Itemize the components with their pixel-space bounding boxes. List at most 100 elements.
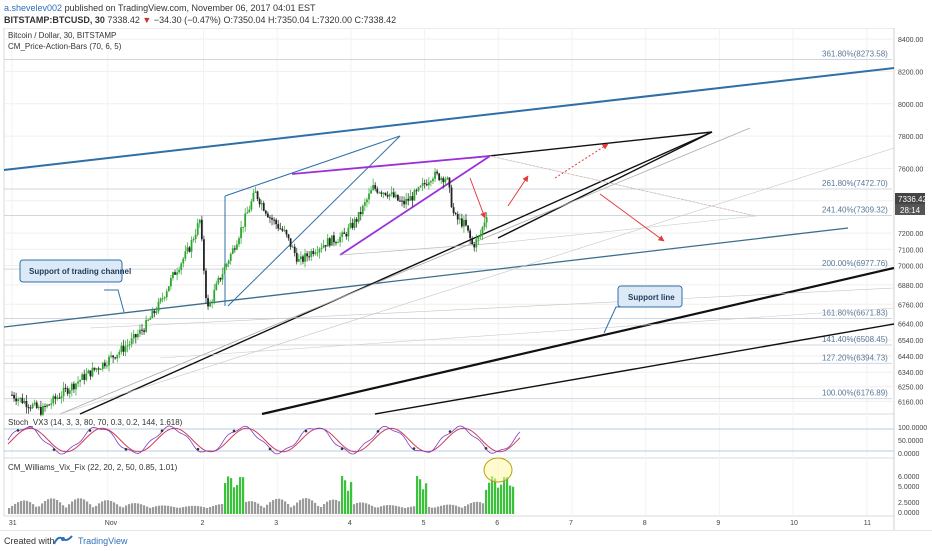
author-link[interactable]: a.shevelev002 xyxy=(4,3,63,13)
candle-body xyxy=(198,219,201,224)
wvf-bar xyxy=(407,507,410,514)
price-chart-svg[interactable]: 361.80%(8273.58) 261.80%(7472.70) 241.40%(… xyxy=(0,28,932,530)
candle-body xyxy=(415,190,418,192)
wvf-bar xyxy=(491,476,494,514)
candle-body xyxy=(114,357,117,359)
wvf-bar xyxy=(185,506,188,514)
candle-body xyxy=(190,240,193,252)
price-tick-label: 6160.00 xyxy=(898,399,923,406)
candle-body xyxy=(238,238,240,245)
candle-body xyxy=(297,259,300,262)
candle-body xyxy=(295,252,298,262)
wvf-bar xyxy=(218,504,221,514)
wvf-bar xyxy=(251,501,254,514)
candle-body xyxy=(293,246,296,253)
wvf-bar xyxy=(386,505,389,514)
wvf-bar xyxy=(32,504,35,514)
wvf-bar xyxy=(119,506,122,514)
wvf-label: CM_Williams_Vix_Fix (22, 20, 2, 50, 0.85… xyxy=(8,463,178,472)
wvf-bar xyxy=(113,502,116,514)
wvf-bar xyxy=(50,498,53,514)
wvf-bar xyxy=(221,504,224,514)
candle-body xyxy=(266,213,269,218)
time-tick-label: 5 xyxy=(422,520,426,527)
stoch-k-line xyxy=(7,425,521,455)
candle-body xyxy=(432,178,434,182)
grey-fan-line xyxy=(59,127,751,415)
candle-body xyxy=(213,290,216,302)
candle-body xyxy=(44,405,46,407)
candle-body xyxy=(153,310,156,314)
candle-body xyxy=(167,286,170,292)
candle-body xyxy=(23,401,26,404)
candle-body xyxy=(421,182,424,186)
candle-body xyxy=(118,351,121,355)
candle-body xyxy=(101,362,104,370)
wvf-bar xyxy=(239,477,242,514)
wvf-bar xyxy=(389,505,392,514)
price-tick-label: 7100.00 xyxy=(898,247,923,254)
grey-fan-line xyxy=(89,287,895,329)
wvf-bar xyxy=(413,506,416,514)
wvf-bar xyxy=(329,500,332,514)
wvf-bar xyxy=(503,476,506,514)
fib-label: 141.40%(6508.45) xyxy=(822,335,888,344)
candle-body xyxy=(318,248,321,253)
candle-body xyxy=(91,367,94,377)
price-change: −34.30 (−0.47%) xyxy=(153,15,221,25)
candle-body xyxy=(130,338,133,345)
chart-area[interactable]: 361.80%(8273.58) 261.80%(7472.70) 241.40%(… xyxy=(0,28,932,530)
price-axis: 8400.008200.008000.007800.007600.007400.… xyxy=(898,37,923,406)
wvf-bar xyxy=(344,480,347,514)
wvf-bar xyxy=(257,503,260,514)
price-tick-label: 6540.00 xyxy=(898,338,923,345)
candle-body xyxy=(465,219,467,226)
wvf-bar xyxy=(479,502,482,514)
wvf-bar xyxy=(233,487,236,514)
candle-body xyxy=(463,219,465,227)
candle-body xyxy=(378,192,381,194)
candle-body xyxy=(143,330,145,332)
tradingview-brand[interactable]: TradingView xyxy=(78,536,128,546)
candle-body xyxy=(240,227,242,239)
wvf-bar xyxy=(200,506,203,514)
wvf-bar xyxy=(59,502,62,514)
stoch-tick-label: 50.0000 xyxy=(898,438,923,445)
wvf-bar xyxy=(398,506,401,514)
wvf-bar xyxy=(56,499,59,514)
candle-body xyxy=(54,396,57,399)
wvf-bar xyxy=(26,500,29,514)
candle-body xyxy=(174,272,176,275)
wvf-bar xyxy=(383,505,386,514)
support-line-callout[interactable]: Support line xyxy=(603,285,683,334)
wvf-bar xyxy=(293,505,296,514)
symbol-label: BITSTAMP:BTCUSD, 30 xyxy=(4,15,105,25)
wvf-bar xyxy=(395,505,398,514)
wvf-bar xyxy=(173,506,176,514)
candle-body xyxy=(333,235,335,243)
candle-body xyxy=(271,217,273,220)
candle-body xyxy=(39,406,42,415)
candle-body xyxy=(178,269,181,273)
wvf-bar xyxy=(38,506,41,514)
wvf-bar xyxy=(455,505,458,514)
candle-body xyxy=(200,219,203,240)
time-axis: 31 Nov 2 3 4 5 6 7 8 9 10 11 xyxy=(9,520,871,527)
wvf-bar xyxy=(104,500,107,514)
wvf-bar xyxy=(314,502,317,514)
wvf-histogram xyxy=(8,476,515,514)
price-tick-label: 7800.00 xyxy=(898,134,923,141)
candle-body xyxy=(438,173,441,181)
time-tick-label: 2 xyxy=(201,520,205,527)
candle-body xyxy=(405,198,408,205)
candle-body xyxy=(233,248,236,250)
candle-body xyxy=(485,217,488,223)
created-with-text: Created with xyxy=(4,536,55,546)
wvf-spike-highlight xyxy=(483,457,513,483)
trading-channel-callout[interactable]: Support of trading channel xyxy=(19,259,131,313)
candle-body xyxy=(221,274,224,280)
wvf-bar xyxy=(332,499,335,514)
candle-body xyxy=(390,192,393,194)
candle-body xyxy=(343,232,346,234)
wvf-bar xyxy=(470,503,473,514)
